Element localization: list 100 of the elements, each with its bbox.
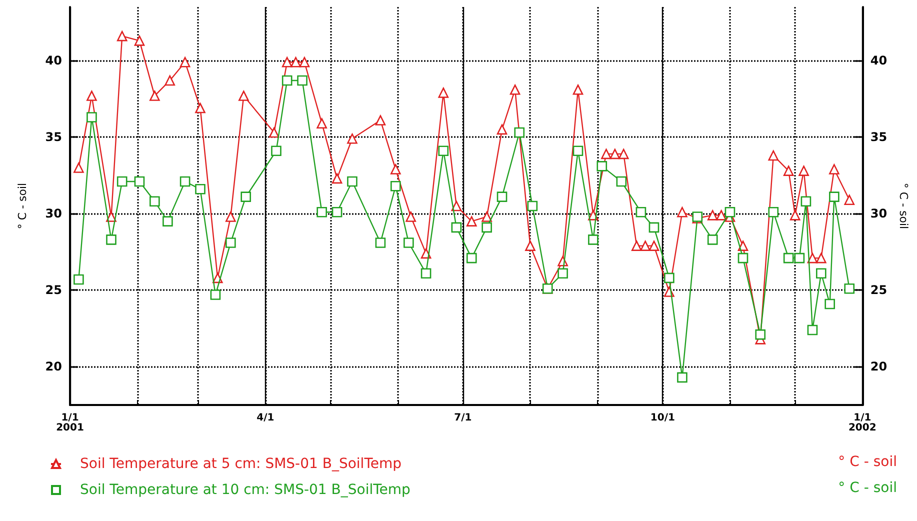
point (829, 192, 840, 202)
point (824, 298, 835, 310)
x-tick-label: 4/1 (256, 412, 274, 424)
point (482, 222, 492, 233)
point (406, 212, 416, 222)
point (816, 268, 826, 279)
point (640, 240, 650, 251)
point (768, 150, 779, 161)
point (195, 102, 206, 114)
point (180, 56, 190, 68)
point (572, 84, 584, 95)
point (134, 36, 145, 46)
point (226, 212, 236, 222)
y2-tick-label: 25 (870, 283, 888, 298)
point (451, 222, 462, 233)
point (390, 164, 401, 174)
point (466, 216, 477, 226)
point (210, 290, 221, 300)
point (106, 234, 116, 245)
point (768, 206, 779, 218)
point (316, 206, 327, 218)
point (150, 196, 160, 207)
y-tick-label: 40 (45, 54, 62, 68)
legend-label: Soil Temperature at 10 cm: SMS-01 B_SoilTemp (80, 482, 411, 498)
point (451, 200, 462, 212)
point (180, 176, 190, 187)
y-tick-label: 25 (45, 283, 62, 298)
point (596, 161, 608, 172)
point (282, 75, 292, 86)
point (404, 238, 414, 248)
point (800, 196, 812, 207)
point (707, 234, 718, 245)
point (724, 206, 736, 218)
point (482, 212, 492, 222)
point (588, 234, 598, 245)
point (316, 118, 327, 128)
point (616, 176, 627, 187)
text: ° C - soil (838, 454, 898, 470)
point (496, 124, 508, 135)
point (297, 75, 308, 86)
point (716, 210, 726, 220)
point (738, 240, 748, 251)
point (636, 206, 646, 218)
point (572, 146, 584, 156)
point (347, 176, 358, 187)
point (794, 252, 805, 264)
point (648, 222, 660, 233)
point (844, 284, 855, 294)
point (466, 252, 477, 264)
point (347, 133, 358, 144)
point (648, 240, 660, 251)
point (677, 372, 688, 383)
point (299, 56, 310, 68)
y-tick-label: 35 (45, 130, 62, 144)
point (438, 146, 449, 156)
point (664, 272, 674, 284)
point (420, 268, 432, 279)
point (290, 56, 301, 68)
x-tick-label: 1/1 2002 (848, 412, 876, 434)
point (783, 252, 794, 264)
legend-label: Soil Temperature at 5 cm: SMS-01 B_SoilTemp (80, 456, 402, 472)
point (755, 329, 766, 340)
y2-tick-label: 30 (870, 206, 888, 221)
point (496, 192, 508, 202)
point (282, 56, 292, 68)
point (86, 90, 97, 101)
point (707, 210, 718, 220)
x-tick-label: 10/1 (650, 412, 675, 424)
point (116, 30, 128, 42)
y2-tick-label: 40 (870, 54, 888, 68)
point (783, 166, 794, 176)
point (134, 176, 145, 187)
point (268, 127, 280, 138)
point (514, 127, 525, 138)
point (195, 184, 206, 194)
point (807, 252, 818, 264)
point (610, 148, 620, 160)
y2-axis-title: ° C - soil (897, 182, 910, 230)
point (74, 274, 84, 285)
point (790, 210, 800, 220)
x-tick-label: 7/1 (454, 412, 472, 424)
y-tick-label: 30 (45, 206, 62, 221)
point (238, 90, 249, 101)
point (807, 324, 818, 336)
point (618, 148, 629, 160)
point (677, 206, 688, 218)
point (226, 238, 236, 248)
y2-tick-label: 35 (870, 130, 888, 144)
point (271, 146, 282, 156)
text: ° C - soil (838, 480, 898, 496)
point (162, 216, 173, 226)
point (558, 268, 568, 279)
point (829, 164, 840, 174)
point (150, 90, 160, 101)
point (240, 192, 251, 202)
point (601, 148, 612, 160)
point (816, 252, 826, 264)
x-tick-label: 1/1 2001 (56, 412, 84, 434)
point (390, 180, 401, 192)
point (375, 115, 386, 126)
